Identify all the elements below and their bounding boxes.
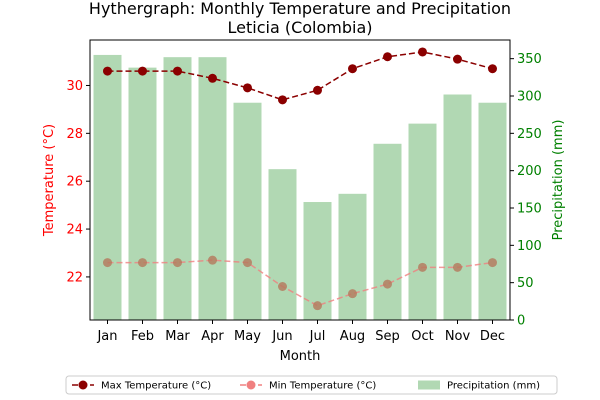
legend-precipitation-label: Precipitation (mm)	[447, 381, 540, 392]
precip-bar-apr	[198, 57, 227, 320]
legend-max-temp-marker	[78, 380, 88, 390]
precip-bar-mar	[163, 57, 192, 320]
max-temp-point-nov	[453, 54, 462, 64]
max-temp-point-jul	[313, 85, 322, 95]
max-temp-point-apr	[208, 73, 217, 83]
right-tick-label: 300	[517, 90, 542, 105]
min-temp-point-apr	[208, 255, 217, 265]
max-temp-line	[107, 51, 493, 101]
legend-min-temp-label: Min Temperature (°C)	[269, 381, 376, 392]
min-temp-point-sep	[383, 279, 392, 289]
left-tick-label: 24	[66, 223, 83, 238]
left-axis-label: Temperature (°C)	[42, 124, 57, 237]
x-tick-label: Aug	[340, 329, 365, 344]
x-tick-label: Jul	[309, 329, 326, 344]
max-temp-point-dec	[488, 64, 497, 74]
min-temp-point-oct	[418, 262, 427, 272]
x-tick-label: Jan	[96, 329, 117, 344]
min-temp-point-feb	[138, 258, 147, 268]
x-tick-label: Mar	[165, 329, 190, 344]
precip-bar-nov	[443, 94, 472, 320]
max-temp-point-may	[243, 83, 252, 93]
left-tick-label: 28	[66, 127, 83, 142]
precip-bar-dec	[478, 102, 507, 320]
precip-bar-jun	[268, 169, 297, 320]
max-temp-point-mar	[173, 66, 182, 76]
plot-frame	[89, 39, 511, 321]
min-temp-point-jan	[103, 258, 112, 268]
chart-title: Hythergraph: Monthly Temperature and Pre…	[89, 0, 511, 18]
x-tick-label: Oct	[411, 329, 433, 344]
min-temp-point-nov	[453, 262, 462, 272]
precip-bar-oct	[408, 123, 437, 320]
precip-bar-jan	[93, 54, 122, 320]
right-tick-label: 250	[517, 127, 542, 142]
max-temp-point-jan	[103, 66, 112, 76]
right-tick-label: 200	[517, 164, 542, 179]
right-axis-label: Precipitation (mm)	[551, 120, 566, 241]
min-temp-point-aug	[348, 289, 357, 299]
min-temp-point-mar	[173, 258, 182, 268]
x-tick-label: Sep	[375, 329, 400, 344]
x-tick-label: Jun	[271, 329, 292, 344]
max-temp-point-sep	[383, 52, 392, 62]
max-temp-point-oct	[418, 47, 427, 57]
x-tick-label: Feb	[131, 329, 154, 344]
left-tick-label: 22	[66, 270, 83, 285]
legend-min-temp-marker	[246, 380, 256, 390]
min-temp-point-dec	[488, 258, 497, 268]
right-tick-label: 150	[517, 202, 542, 217]
x-tick-label: Nov	[445, 329, 471, 344]
precip-bar-sep	[373, 143, 402, 320]
chart-subtitle: Leticia (Colombia)	[228, 18, 373, 37]
temperature-lines	[103, 47, 497, 311]
min-temp-line	[107, 259, 493, 307]
max-temp-point-aug	[348, 64, 357, 74]
precip-bar-feb	[128, 67, 157, 320]
left-tick-label: 26	[66, 175, 83, 190]
right-tick-label: 100	[517, 239, 542, 254]
right-tick-label: 0	[517, 314, 525, 329]
precip-bar-may	[233, 102, 262, 320]
min-temp-point-jun	[278, 281, 287, 291]
precip-bar-aug	[338, 193, 367, 320]
max-temp-point-feb	[138, 66, 147, 76]
min-temp-point-may	[243, 258, 252, 268]
min-temp-point-jul	[313, 301, 322, 311]
x-tick-label: May	[234, 329, 261, 344]
legend: Max Temperature (°C) Min Temperature (°C)…	[65, 375, 558, 395]
x-tick-label: Dec	[480, 329, 505, 344]
x-tick-label: Apr	[201, 329, 224, 344]
legend-max-temp-label: Max Temperature (°C)	[101, 381, 211, 392]
x-axis-label: Month	[280, 349, 321, 364]
legend-precipitation-swatch	[418, 380, 440, 390]
left-tick-label: 30	[66, 79, 83, 94]
right-tick-label: 350	[517, 52, 542, 67]
precipitation-bars	[93, 54, 507, 320]
right-tick-label: 50	[517, 276, 534, 291]
max-temp-point-jun	[278, 95, 287, 105]
